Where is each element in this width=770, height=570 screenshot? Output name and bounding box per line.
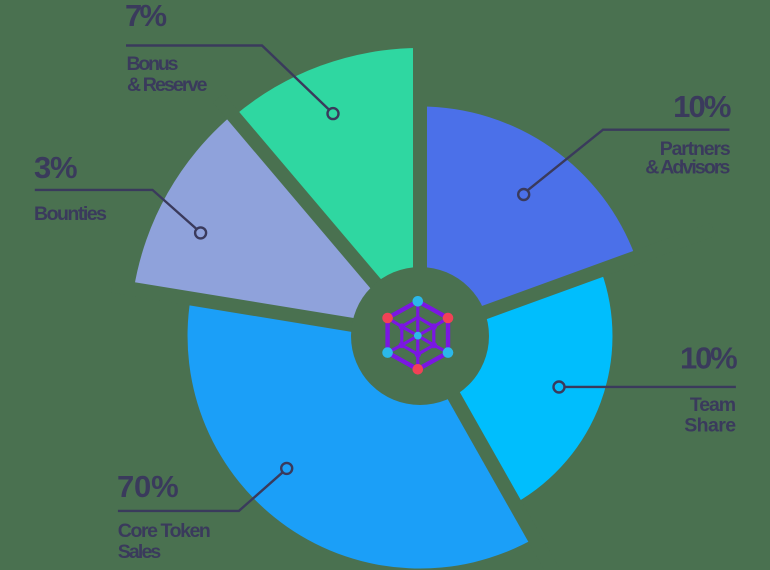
svg-text:Partners: Partners: [660, 138, 731, 160]
svg-text:Share: Share: [684, 414, 736, 436]
svg-text:10%: 10%: [673, 89, 731, 124]
svg-text:& Advisors: & Advisors: [645, 157, 730, 179]
svg-text:7%: 7%: [125, 0, 167, 33]
svg-text:Bounties: Bounties: [34, 203, 107, 225]
svg-text:Team: Team: [690, 394, 736, 416]
svg-text:Core Token: Core Token: [118, 520, 210, 542]
svg-text:10%: 10%: [680, 341, 737, 376]
svg-text:Sales: Sales: [118, 541, 162, 563]
svg-text:70%: 70%: [117, 469, 178, 504]
svg-text:Bonus: Bonus: [127, 53, 179, 75]
svg-text:& Reserve: & Reserve: [127, 74, 208, 96]
svg-text:3%: 3%: [34, 150, 77, 185]
